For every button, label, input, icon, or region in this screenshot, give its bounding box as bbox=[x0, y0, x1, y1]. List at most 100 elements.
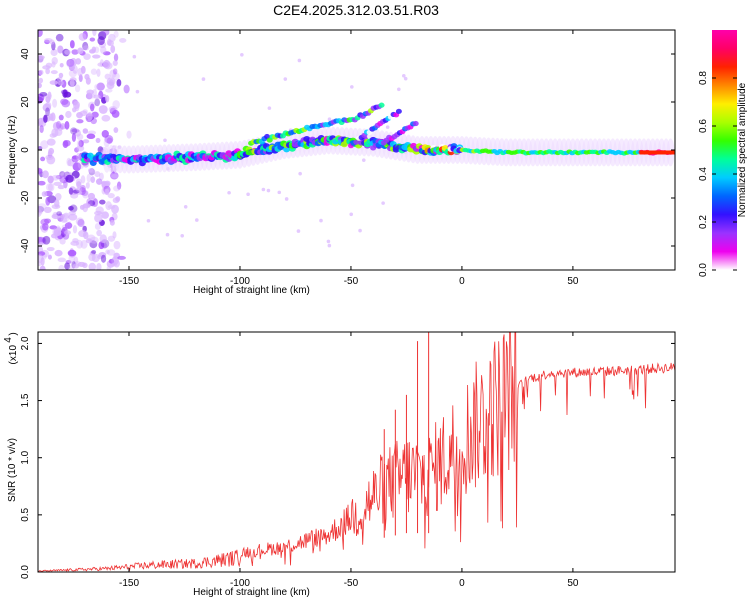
noise-blob bbox=[163, 138, 167, 143]
y-tick-label: 40 bbox=[20, 48, 31, 60]
noise-blob bbox=[183, 204, 188, 209]
noise-blob bbox=[68, 211, 76, 216]
scale-exponent: 4 bbox=[3, 337, 14, 343]
x-tick-label: 0 bbox=[459, 276, 465, 287]
plot-frame bbox=[37, 331, 676, 573]
noise-blob bbox=[111, 257, 117, 265]
noise-blob bbox=[38, 55, 45, 60]
noise-blob bbox=[86, 133, 96, 139]
noise-blob bbox=[57, 45, 64, 54]
noise-blob bbox=[117, 255, 126, 260]
noise-blob bbox=[105, 88, 113, 93]
noise-blob bbox=[61, 213, 70, 223]
noise-blob bbox=[385, 125, 390, 129]
noise-blob bbox=[89, 236, 99, 244]
noise-blob bbox=[381, 201, 385, 205]
noise-blob bbox=[50, 112, 56, 122]
noise-blob bbox=[50, 48, 58, 57]
colorbar: 0.0 0.2 0.4 0.6 0.8 Normalized spectral ampli… bbox=[698, 30, 748, 277]
noise-blob bbox=[72, 65, 78, 74]
noise-blob bbox=[41, 191, 48, 197]
noise-blob bbox=[58, 72, 64, 79]
y-tick-label: 0 bbox=[20, 147, 31, 153]
noise-blob bbox=[59, 62, 64, 68]
noise-blob bbox=[39, 125, 44, 134]
noise-blob bbox=[57, 80, 64, 86]
noise-blob bbox=[46, 183, 53, 192]
noise-blob bbox=[44, 37, 53, 43]
noise-blob bbox=[51, 213, 61, 220]
noise-blob bbox=[94, 171, 101, 178]
noise-blob bbox=[111, 174, 119, 179]
noise-blob bbox=[298, 171, 302, 176]
noise-blob bbox=[76, 119, 84, 124]
noise-blob bbox=[59, 238, 66, 245]
noise-blob bbox=[296, 229, 301, 233]
noise-blob bbox=[99, 234, 107, 244]
noise-blob bbox=[112, 197, 120, 204]
noise-blob bbox=[45, 68, 50, 75]
noise-blob bbox=[108, 258, 115, 264]
noise-blob bbox=[38, 210, 43, 215]
x-tick-label: -50 bbox=[344, 578, 359, 589]
noise-blob bbox=[47, 183, 55, 192]
noise-blob bbox=[38, 180, 46, 186]
noise-blob bbox=[68, 265, 75, 270]
noise-blob bbox=[146, 218, 151, 223]
x-tick-label: -150 bbox=[119, 578, 139, 589]
noise-blob bbox=[72, 128, 77, 133]
noise-blob bbox=[38, 30, 43, 37]
noise-blob bbox=[87, 192, 96, 200]
noise-blob bbox=[88, 94, 96, 99]
noise-blob bbox=[86, 112, 93, 121]
noise-blob bbox=[76, 133, 84, 141]
colorbar-label: Normalized spectral amplitude bbox=[737, 82, 748, 217]
noise-blob bbox=[327, 117, 332, 121]
x-tick-label: 50 bbox=[567, 276, 579, 287]
noise-blob bbox=[77, 67, 84, 77]
noise-blob bbox=[45, 107, 50, 117]
noise-blob bbox=[96, 82, 105, 91]
noise-blob bbox=[113, 259, 120, 268]
noise-blob bbox=[104, 188, 110, 196]
noise-blob bbox=[94, 213, 103, 223]
noise-blob bbox=[65, 110, 72, 119]
noise-blob bbox=[64, 262, 71, 270]
noise-blob bbox=[45, 196, 51, 206]
noise-blob bbox=[53, 181, 62, 187]
scale-base: (x10 bbox=[8, 345, 19, 365]
y-axis-label: Frequency (Hz) bbox=[7, 116, 18, 185]
snr-line bbox=[38, 332, 675, 572]
y-tick-label: 0.0 bbox=[20, 565, 31, 579]
noise-blob bbox=[39, 92, 48, 97]
noise-blob bbox=[85, 182, 90, 189]
noise-blob bbox=[103, 30, 110, 36]
noise-blob bbox=[98, 105, 108, 114]
noise-blob bbox=[76, 152, 81, 161]
noise-blob bbox=[57, 257, 66, 263]
noise-blob bbox=[116, 181, 122, 190]
x-tick-label: -150 bbox=[119, 276, 139, 287]
noise-blob bbox=[361, 158, 366, 162]
noise-blob bbox=[38, 69, 44, 76]
noise-blob bbox=[82, 203, 91, 209]
noise-blob bbox=[402, 73, 406, 78]
colorbar-tick-label: 0.8 bbox=[698, 71, 709, 85]
y-tick-label: 20 bbox=[20, 96, 31, 108]
noise-blob bbox=[73, 256, 79, 265]
noise-blob bbox=[109, 219, 115, 226]
noise-blob bbox=[91, 46, 97, 53]
noise-blob bbox=[43, 206, 52, 214]
noise-blob bbox=[68, 254, 75, 263]
noise-blob bbox=[38, 241, 44, 246]
noise-blob bbox=[55, 120, 62, 129]
noise-blob bbox=[107, 193, 115, 199]
noise-blob bbox=[94, 210, 103, 216]
noise-blob bbox=[38, 82, 42, 89]
noise-blob bbox=[75, 58, 82, 65]
noise-blob bbox=[83, 53, 91, 61]
noise-blob bbox=[53, 229, 62, 237]
noise-blob bbox=[101, 211, 110, 219]
noise-blob bbox=[49, 133, 57, 138]
